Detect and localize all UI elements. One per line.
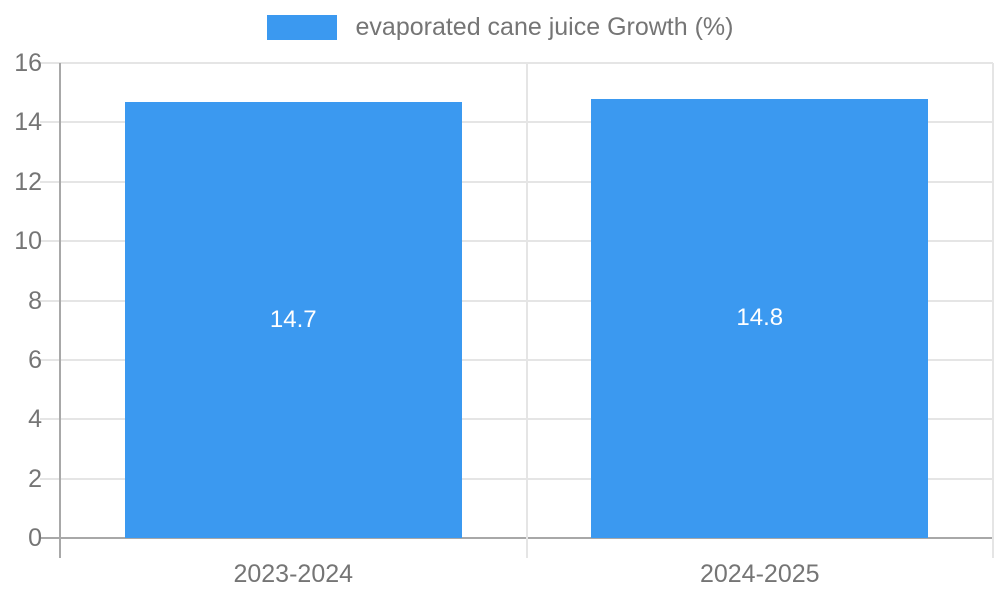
gridline-horizontal [40, 240, 993, 243]
y-axis-line [59, 63, 61, 558]
bar-value-label: 14.8 [736, 304, 784, 332]
x-axis-line [40, 537, 993, 539]
y-tick-label: 6 [28, 345, 42, 374]
bar-value-label: 14.7 [269, 305, 317, 333]
gridline-horizontal [40, 180, 993, 183]
y-tick-label: 4 [28, 405, 42, 434]
y-tick-label: 2 [28, 464, 42, 493]
bar[interactable] [124, 101, 462, 538]
bar[interactable] [591, 98, 929, 538]
gridline-vertical [992, 63, 994, 558]
y-tick-label: 16 [14, 49, 42, 77]
gridline-horizontal [40, 62, 993, 64]
x-tick-label: 2024-2025 [699, 560, 820, 588]
gridline-horizontal [40, 299, 993, 302]
gridline-vertical [525, 63, 528, 558]
y-tick-label: 12 [14, 167, 42, 196]
y-tick-label: 0 [28, 524, 42, 552]
gridline-horizontal [40, 418, 993, 421]
legend[interactable]: evaporated cane juice Growth (%) [0, 15, 1000, 40]
y-tick-label: 8 [28, 286, 42, 315]
gridline-horizontal [40, 477, 993, 480]
x-tick-label: 2023-2024 [233, 560, 354, 588]
y-tick-label: 14 [14, 108, 42, 137]
legend-swatch [266, 15, 337, 40]
gridline-horizontal [40, 121, 993, 124]
legend-label: evaporated cane juice Growth (%) [355, 13, 734, 41]
gridline-horizontal [40, 358, 993, 361]
y-tick-label: 10 [14, 227, 42, 256]
